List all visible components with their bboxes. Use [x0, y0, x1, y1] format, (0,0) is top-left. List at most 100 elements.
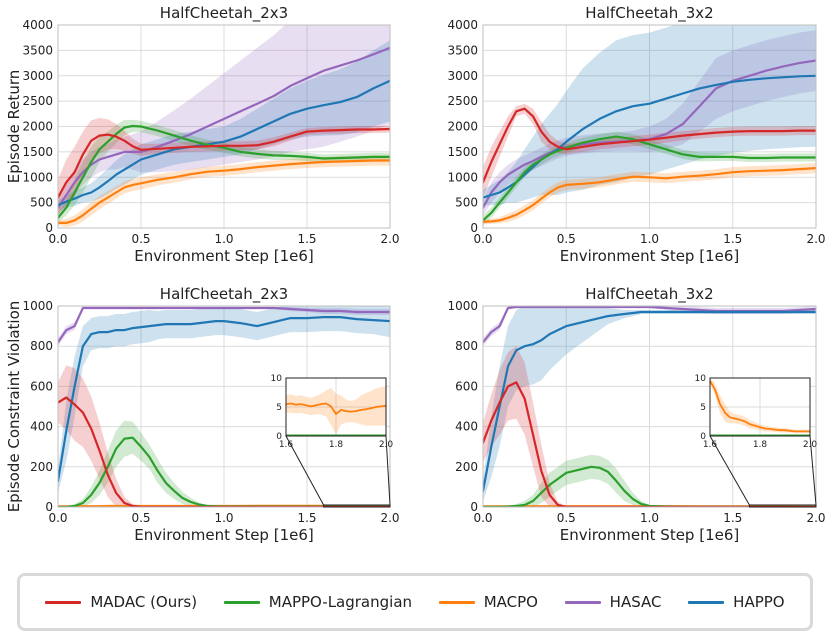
x-tick-label: 0.5 [557, 511, 576, 525]
y-tick-label: 4000 [22, 18, 53, 32]
x-tick-label: 1.0 [214, 511, 233, 525]
y-tick-label: 0 [470, 500, 478, 514]
series-line-madac-ours [58, 396, 390, 507]
x-tick-label: 1.0 [214, 232, 233, 246]
legend-item-macpo: MACPO [438, 593, 538, 611]
y-tick-label: 1500 [22, 145, 53, 159]
chart-viol_3x2: 0.0 0.5 1.0 1.5 2.0 0 200 400 600 800 1000 HalfChee… [447, 285, 825, 544]
chart-return_2x3: 0.0 0.5 1.0 1.5 2.0 0 500 1000 1500 2000 2500 3000 3… [5, 4, 400, 265]
x-tick-label: 0.5 [557, 232, 576, 246]
zoom-connector [285, 435, 325, 506]
zoom-connector [385, 435, 391, 506]
series-line-happo [58, 316, 390, 482]
y-tick-label: 800 [455, 339, 478, 353]
x-tick-label: 0.0 [473, 232, 492, 246]
x-tick-label: 2.0 [806, 511, 825, 525]
y-tick-label: 2000 [22, 120, 53, 134]
x-tick-label: 0.0 [48, 511, 67, 525]
y-tick-label: 2500 [447, 94, 478, 108]
chart-title: HalfCheetah_3x2 [585, 4, 713, 23]
chart-title: HalfCheetah_2x3 [160, 4, 288, 23]
x-axis-label: Environment Step [1e6] [134, 247, 314, 265]
x-tick-label: 1.5 [723, 511, 742, 525]
legend: MADAC (Ours) MAPPO-Lagrangian MACPO HASA… [17, 573, 813, 631]
y-tick-label: 1500 [447, 145, 478, 159]
zoom-region [748, 504, 817, 508]
y-tick-label: 1000 [447, 299, 478, 313]
series-band-mappo-lagrangian [483, 131, 816, 226]
y-tick-label: 500 [30, 196, 53, 210]
x-tick-label: 0.5 [131, 511, 150, 525]
legend-item-madac: MADAC (Ours) [45, 593, 197, 611]
x-tick-label: 0.5 [131, 232, 150, 246]
legend-swatch-mappo-lagrangian [223, 600, 260, 604]
plot-frame [482, 24, 817, 229]
legend-label-hasac: HASAC [609, 593, 662, 611]
x-tick-label: 1.5 [297, 232, 316, 246]
series-line-macpo [483, 167, 816, 223]
series-line-macpo [58, 159, 390, 224]
x-tick-label: 1.0 [640, 232, 659, 246]
y-tick-label: 1000 [447, 170, 478, 184]
x-axis-label: Environment Step [1e6] [560, 526, 740, 544]
series-line-happo [483, 310, 816, 492]
x-tick-label: 2.0 [806, 232, 825, 246]
inset-series-line-macpo [710, 380, 810, 433]
series-band-happo [483, 25, 816, 206]
legend-swatch-macpo [438, 600, 475, 604]
inset-viol_3x2: 1.6 1.8 2.0 0 5 10 [695, 374, 817, 508]
chart-title: HalfCheetah_3x2 [585, 285, 713, 304]
y-tick-label: 800 [30, 339, 53, 353]
series-band-hasac [58, 25, 390, 216]
legend-item-mappo-lagrangian: MAPPO-Lagrangian [223, 593, 413, 611]
legend-label-macpo: MACPO [483, 593, 538, 611]
legend-swatch-madac [45, 600, 82, 604]
plot-frame [482, 305, 817, 508]
x-axis-label: Environment Step [1e6] [560, 247, 740, 265]
x-tick-label: 2.0 [380, 511, 399, 525]
legend-swatch-happo [688, 600, 725, 604]
series-line-hasac [58, 306, 390, 344]
y-tick-label: 400 [455, 420, 478, 434]
y-tick-label: 600 [455, 379, 478, 393]
inset-y-tick-label: 0 [700, 432, 706, 442]
inset-viol_2x3: 1.6 1.8 2.0 0 5 10 [271, 374, 393, 508]
y-tick-label: 3500 [22, 43, 53, 57]
legend-label-mappo-lagrangian: MAPPO-Lagrangian [268, 593, 413, 611]
series-band-happo [483, 306, 816, 501]
inset-frame [709, 377, 811, 437]
x-tick-label: 1.5 [297, 511, 316, 525]
y-tick-label: 1000 [22, 299, 53, 313]
series-band-mappo-lagrangian [58, 420, 390, 507]
y-tick-label: 0 [45, 221, 53, 235]
y-tick-label: 2000 [447, 120, 478, 134]
figure: 0.0 0.5 1.0 1.5 2.00500100015002000250030003… [5, 4, 826, 544]
inset-x-tick-label: 1.6 [703, 440, 718, 450]
series-band-madac-ours [58, 117, 390, 216]
plot-area-return_2x3 [58, 25, 390, 227]
y-tick-label: 1000 [22, 170, 53, 184]
y-tick-label: 500 [455, 196, 478, 210]
series-band-madac-ours [483, 103, 816, 198]
plot-frame [57, 305, 391, 508]
y-tick-label: 2500 [22, 94, 53, 108]
series-line-hasac [483, 59, 816, 209]
y-axis-label: Episode Constraint Violation [5, 301, 23, 513]
chart-viol_2x3: 0.0 0.5 1.0 1.5 2.0 0 200 400 600 800 1000 HalfChee… [5, 285, 400, 544]
zoom-connector [709, 435, 750, 506]
x-tick-label: 0.0 [48, 232, 67, 246]
y-tick-label: 400 [30, 420, 53, 434]
y-tick-label: 3500 [447, 43, 478, 57]
inset-series-line-macpo [286, 402, 386, 415]
inset-frame [285, 377, 387, 437]
chart-return_3x2: 0.0 0.5 1.0 1.5 2.0 0 500 1000 1500 2000 2500 3000 3… [447, 4, 825, 265]
series-line-mappo-lagrangian [58, 124, 390, 219]
series-band-mappo-lagrangian [483, 454, 816, 507]
y-tick-label: 3000 [22, 69, 53, 83]
x-tick-label: 0.0 [473, 511, 492, 525]
y-tick-label: 600 [30, 379, 53, 393]
y-tick-label: 200 [455, 460, 478, 474]
series-band-hasac [483, 30, 816, 216]
y-tick-label: 3000 [447, 69, 478, 83]
zoom-connector [809, 435, 817, 506]
